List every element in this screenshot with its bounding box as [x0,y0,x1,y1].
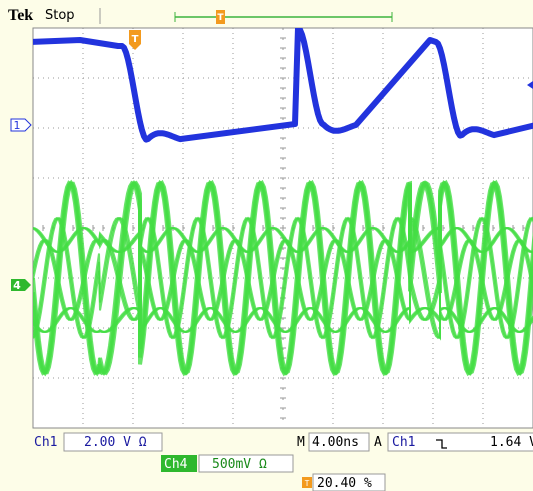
channel1-marker-label: 1 [14,119,21,132]
ch4-scale: 500mV Ω [212,457,267,472]
trigger-position: 20.40 % [317,476,372,491]
page: {"header": {"brand": "Tek", "status": "S… [0,0,533,491]
timebase-label: M [297,435,305,450]
trigger-source: Ch1 [392,435,415,450]
channel4-marker-label: 4 [13,279,21,292]
timebase: 4.00ns [312,435,359,450]
brand: Tek [8,7,33,24]
trigger-level: 1.64 V [490,435,533,450]
oscilloscope-screen: Tek Stop T T 1 4 Ch1 2.00 V Ω M 4.00ns A… [0,0,533,491]
ch4-label: Ch4 [164,457,188,472]
trigger-position-icon-label: T [305,479,310,488]
ch1-label: Ch1 [34,435,57,450]
record-trigger-label: T [217,13,224,23]
trigger-position-label: T [132,34,139,45]
trigger-label: A [374,435,382,450]
ch1-scale: 2.00 V Ω [84,435,147,450]
acquisition-status: Stop [45,8,75,23]
